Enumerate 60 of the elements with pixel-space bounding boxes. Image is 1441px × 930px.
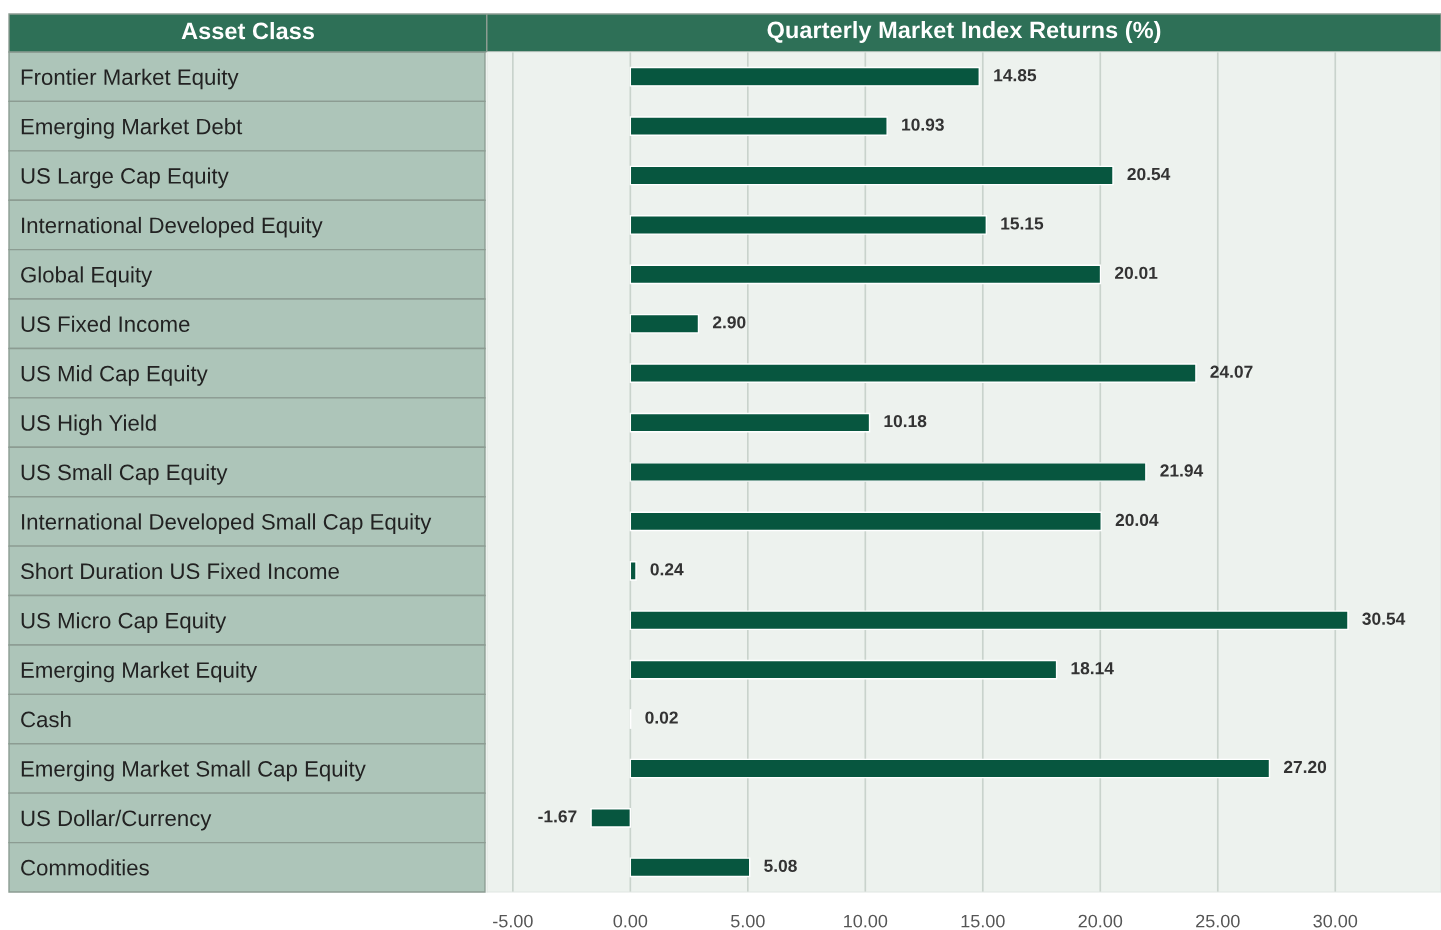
data-label: 15.15 <box>1001 217 1044 230</box>
data-label: 5.08 <box>764 859 797 872</box>
data-label: 24.07 <box>1210 365 1253 378</box>
bar <box>590 808 632 828</box>
data-label: 20.04 <box>1115 513 1159 527</box>
bar <box>629 66 980 87</box>
data-label: 30.54 <box>1362 612 1406 625</box>
y-tick-label: US Mid Cap Equity <box>21 365 208 386</box>
x-tick-label: 20.00 <box>1078 914 1123 928</box>
x-tick-label: 25.00 <box>1196 914 1240 928</box>
y-tick-label: US Small Cap Equity <box>21 463 228 485</box>
data-label: 2.90 <box>712 316 746 329</box>
y-tick-label: Global Equity <box>21 266 153 288</box>
bar <box>629 857 751 878</box>
bar <box>629 560 637 581</box>
x-tick-label: 10.00 <box>844 914 888 928</box>
y-tick-label: Commodities <box>21 859 149 876</box>
y-tick-label: US Micro Cap Equity <box>21 612 227 633</box>
y-tick-label: Emerging Market Small Cap Equity <box>21 760 366 782</box>
chart-title: Quarterly Market Index Returns (%) <box>767 21 1161 44</box>
data-label: 0.24 <box>650 563 684 576</box>
y-tick-label: Emerging Market Debt <box>21 118 243 139</box>
y-tick-label: International Developed Equity <box>22 216 323 238</box>
y-tick-label: Cash <box>21 711 71 728</box>
bar <box>629 215 988 235</box>
x-tick-label: 5.00 <box>730 914 765 928</box>
bar <box>629 313 700 334</box>
bar <box>629 116 888 136</box>
x-tick-label: 30.00 <box>1313 914 1358 928</box>
data-label: 0.02 <box>645 711 678 724</box>
data-label: 27.20 <box>1283 760 1327 774</box>
data-label: 20.01 <box>1115 266 1158 280</box>
bar <box>629 659 1058 680</box>
bar <box>629 363 1197 384</box>
y-tick-label: Short Duration US Fixed Income <box>21 562 339 580</box>
bar <box>629 758 1271 779</box>
data-label: -1.67 <box>538 810 577 823</box>
bar <box>629 462 1147 482</box>
y-tick-label: US Dollar/Currency <box>21 809 212 831</box>
bar <box>629 412 871 433</box>
data-label: 14.85 <box>994 69 1037 82</box>
y-tick-label: International Developed Small Cap Equity <box>22 513 432 535</box>
y-tick-label: Emerging Market Equity <box>21 661 258 683</box>
y-tick-label: US Large Cap Equity <box>21 167 229 189</box>
bar <box>629 264 1102 285</box>
y-tick-label: US Fixed Income <box>21 315 190 333</box>
data-label: 20.54 <box>1127 167 1171 181</box>
x-tick-label: -5.00 <box>493 914 533 928</box>
y-axis-title: Asset Class <box>181 22 314 40</box>
bar <box>629 165 1114 186</box>
data-label: 10.93 <box>902 118 944 131</box>
y-tick-label: Frontier Market Equity <box>21 68 239 90</box>
x-tick-label: 15.00 <box>961 914 1005 928</box>
x-tick-label: 0.00 <box>613 914 648 928</box>
data-label: 21.94 <box>1160 464 1204 477</box>
bar <box>629 511 1102 532</box>
data-label: 18.14 <box>1071 662 1114 675</box>
data-label: 10.18 <box>884 414 927 428</box>
y-tick-label: US High Yield <box>21 414 156 436</box>
bar <box>629 610 1349 631</box>
